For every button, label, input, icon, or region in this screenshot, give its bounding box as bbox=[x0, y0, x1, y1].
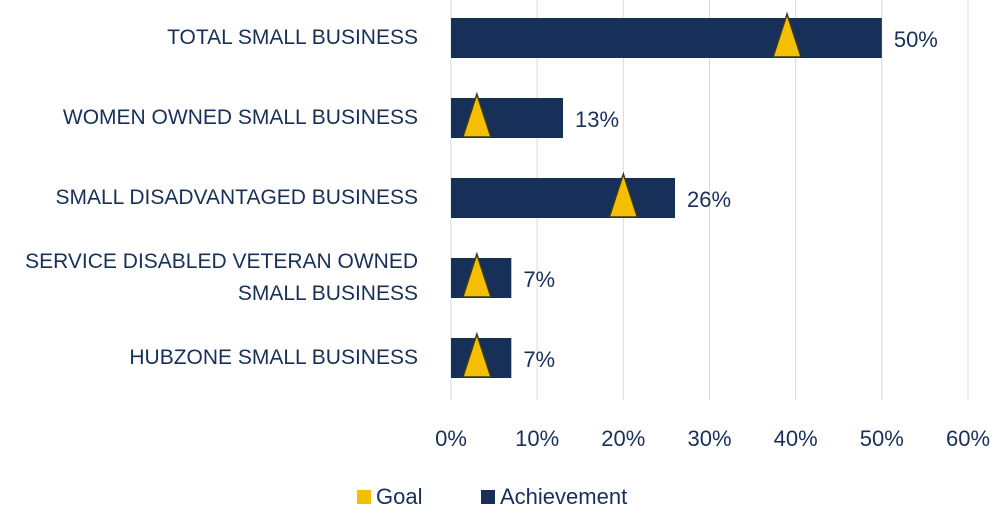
data-label: 7% bbox=[523, 347, 555, 372]
goal-marker bbox=[461, 331, 492, 378]
x-tick-label: 0% bbox=[435, 426, 467, 451]
bar bbox=[451, 178, 676, 218]
category-label: TOTAL SMALL BUSINESS bbox=[167, 26, 418, 49]
goal-marker bbox=[608, 171, 639, 218]
legend-swatch bbox=[357, 490, 371, 504]
x-tick-label: 10% bbox=[515, 426, 559, 451]
goal-marker bbox=[772, 11, 803, 58]
bar bbox=[451, 18, 882, 58]
legend-label: Achievement bbox=[500, 484, 627, 509]
goal-marker bbox=[461, 251, 492, 298]
x-tick-label: 50% bbox=[860, 426, 904, 451]
legend-label: Goal bbox=[376, 484, 422, 509]
x-tick-label: 20% bbox=[601, 426, 645, 451]
category-label: SERVICE DISABLED VETERAN OWNED SMALL BUS… bbox=[25, 250, 418, 305]
x-tick-label: 30% bbox=[687, 426, 731, 451]
data-label: 7% bbox=[523, 267, 555, 292]
x-tick-label: 40% bbox=[774, 426, 818, 451]
category-label: HUBZONE SMALL BUSINESS bbox=[129, 346, 418, 369]
data-label: 26% bbox=[687, 187, 731, 212]
goal-marker bbox=[461, 91, 492, 138]
legend-swatch bbox=[481, 490, 495, 504]
category-label: SMALL DISADVANTAGED BUSINESS bbox=[55, 186, 418, 209]
x-tick-label: 60% bbox=[946, 426, 990, 451]
data-label: 13% bbox=[575, 107, 619, 132]
data-label: 50% bbox=[894, 27, 938, 52]
category-label: WOMEN OWNED SMALL BUSINESS bbox=[62, 106, 418, 129]
